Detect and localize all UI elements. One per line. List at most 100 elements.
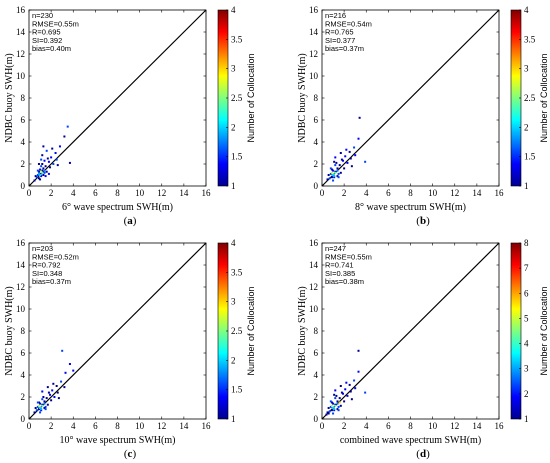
colorbar-tick-label: 2.5	[524, 93, 536, 103]
data-point	[337, 172, 340, 175]
data-point	[327, 174, 330, 176]
data-point	[56, 164, 59, 167]
colorbar-tick-label: 6	[524, 288, 529, 298]
colorbar-title: Number of Collocation	[539, 286, 549, 375]
reference-line-1to1	[321, 242, 500, 420]
data-point	[342, 392, 345, 395]
data-point	[52, 163, 55, 165]
panel-label: (c)	[124, 448, 137, 460]
x-tick-label: 10	[135, 188, 145, 198]
data-point	[337, 176, 340, 179]
y-axis-title: NDBC buoy SWH(m)	[4, 286, 15, 375]
data-point	[344, 155, 347, 158]
data-point	[327, 407, 330, 409]
colorbar-tick-label: 3.5	[524, 34, 536, 44]
colorbar-tick-label: 3	[524, 64, 529, 74]
data-point	[35, 409, 38, 412]
data-point	[354, 387, 357, 390]
data-point	[339, 385, 342, 387]
data-point	[343, 167, 346, 170]
x-tick-label: 12	[450, 188, 459, 198]
data-point	[334, 403, 337, 406]
y-axis-title: NDBC buoy SWH(m)	[297, 286, 308, 375]
x-axis-title: 10° wave spectrum SWH(m)	[60, 435, 176, 446]
data-point	[46, 403, 49, 406]
colorbar-tick-label: 1.5	[231, 152, 243, 162]
data-point	[332, 179, 335, 182]
y-tick-label: 2	[314, 159, 319, 169]
data-point	[37, 408, 40, 411]
data-point	[329, 172, 332, 175]
stats-line: n=203	[32, 244, 53, 253]
data-point	[348, 383, 351, 386]
stats-line: bias=0.37m	[325, 44, 364, 53]
stats-line: SI=0.377	[325, 36, 355, 45]
data-point	[37, 163, 40, 165]
data-point	[43, 171, 46, 174]
data-point	[46, 157, 49, 160]
data-point	[46, 386, 49, 389]
dense-data-point	[330, 404, 333, 407]
data-point	[45, 149, 48, 152]
data-point	[44, 165, 47, 168]
y-tick-label: 8	[21, 326, 26, 336]
x-tick-label: 2	[342, 188, 347, 198]
dense-data-point	[43, 402, 46, 405]
dense-data-point	[39, 407, 42, 409]
data-point	[333, 160, 336, 163]
y-tick-label: 4	[314, 370, 319, 380]
dense-data-point	[333, 175, 336, 178]
data-point	[349, 157, 352, 160]
stats-line: n=216	[325, 11, 346, 20]
data-point	[43, 400, 46, 403]
dense-data-point	[39, 174, 42, 176]
x-tick-label: 12	[450, 421, 459, 431]
dense-data-point	[333, 408, 336, 411]
stats-line: SI=0.348	[32, 269, 62, 278]
data-point	[332, 402, 335, 405]
x-tick-label: 12	[157, 188, 166, 198]
data-point	[338, 397, 341, 400]
data-point	[332, 169, 335, 172]
stats-line: R=0.695	[32, 28, 61, 37]
data-point	[53, 396, 56, 398]
y-tick-label: 16	[309, 5, 319, 15]
data-point	[328, 177, 331, 180]
data-point	[37, 177, 40, 180]
x-tick-label: 6	[93, 421, 98, 431]
x-tick-label: 6	[93, 188, 98, 198]
data-point	[330, 168, 333, 171]
x-tick-label: 8	[115, 188, 120, 198]
data-point	[329, 167, 332, 170]
x-tick-label: 2	[49, 188, 54, 198]
colorbar-title: Number of Collocation	[246, 53, 256, 142]
x-tick-label: 6	[386, 421, 391, 431]
colorbar-tick-label: 8	[524, 238, 529, 248]
panel-label: (d)	[416, 448, 430, 460]
dense-data-point	[40, 170, 43, 173]
stats-line: bias=0.37m	[32, 277, 71, 286]
data-point	[334, 389, 337, 392]
x-tick-label: 14	[179, 421, 189, 431]
data-point	[44, 175, 47, 178]
data-point	[36, 169, 39, 172]
stats-line: R=0.741	[325, 261, 354, 270]
data-point	[335, 394, 338, 397]
data-point	[45, 397, 48, 400]
x-tick-label: 16	[495, 421, 505, 431]
chart-panel-1: 0 2 4 6 8 10 12 14 160246810121416n=230RMSE=0.55…	[4, 5, 256, 227]
data-point	[335, 161, 338, 164]
data-point	[326, 178, 329, 181]
data-point	[346, 161, 349, 164]
y-tick-label: 12	[16, 49, 25, 59]
data-point	[66, 125, 69, 128]
data-point	[51, 389, 54, 392]
x-tick-label: 8	[408, 188, 413, 198]
dense-data-point	[332, 407, 335, 409]
data-point	[40, 165, 43, 168]
data-point	[47, 172, 50, 175]
y-tick-label: 10	[309, 71, 319, 81]
data-point	[52, 382, 55, 385]
y-tick-label: 14	[16, 27, 26, 37]
